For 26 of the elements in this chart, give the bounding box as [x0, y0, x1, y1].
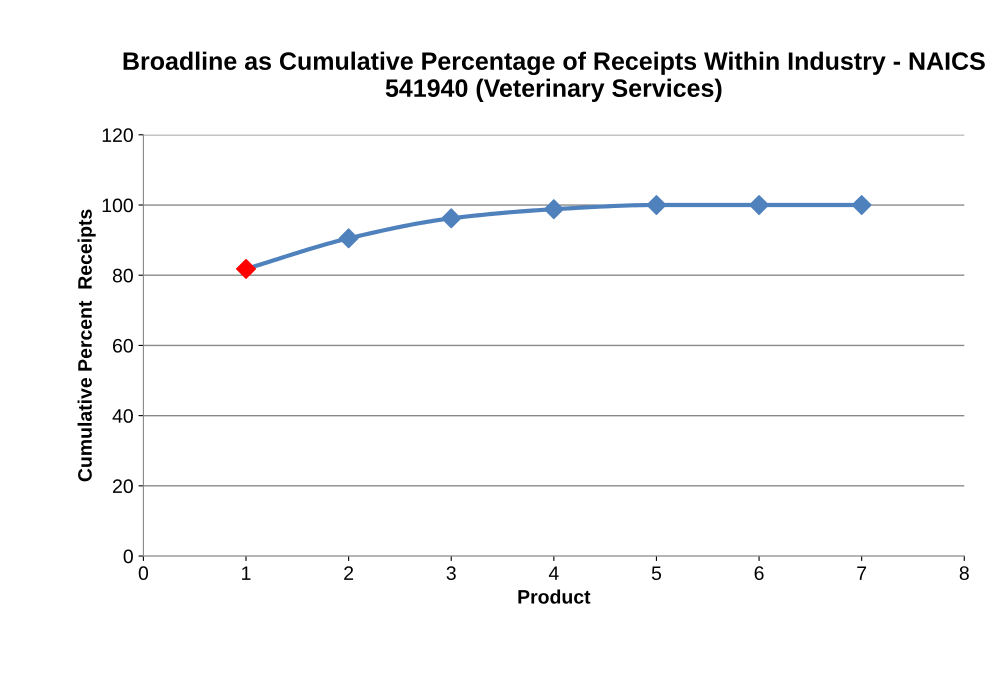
point: [852, 194, 872, 216]
chart-title: Broadline as Cumulative Percentage of Receipts Within Industry - NAICS 541940 (Veterinary Services): [124, 52, 985, 102]
x-tick-label: 7: [857, 566, 866, 580]
y-tick-label: 60: [113, 338, 133, 353]
point: [544, 199, 564, 220]
x-tick-label: 4: [548, 566, 559, 580]
y-tick-label: 0: [124, 550, 133, 564]
y-tick-label: 100: [102, 198, 133, 212]
point: [646, 194, 666, 216]
point: [441, 208, 462, 228]
x-tick-label: 1: [242, 566, 250, 580]
x-tick-label: 8: [960, 566, 969, 580]
y-tick-label: 120: [102, 128, 133, 142]
point: [749, 194, 770, 216]
y-tick-label: 40: [112, 409, 133, 423]
y-tick-label: 20: [113, 479, 133, 494]
x-axis-title: Product: [518, 589, 590, 604]
x-tick-label: 6: [754, 566, 764, 580]
x-tick-label: 0: [138, 566, 148, 580]
y-tick-label: 80: [112, 268, 133, 282]
x-tick-label: 2: [344, 566, 354, 580]
x-tick-label: 3: [446, 566, 456, 580]
point: [338, 228, 359, 248]
y-axis-title: Cumulative Percent Receipts: [78, 210, 96, 482]
x-tick-label: 5: [652, 566, 662, 580]
point: [236, 258, 256, 279]
